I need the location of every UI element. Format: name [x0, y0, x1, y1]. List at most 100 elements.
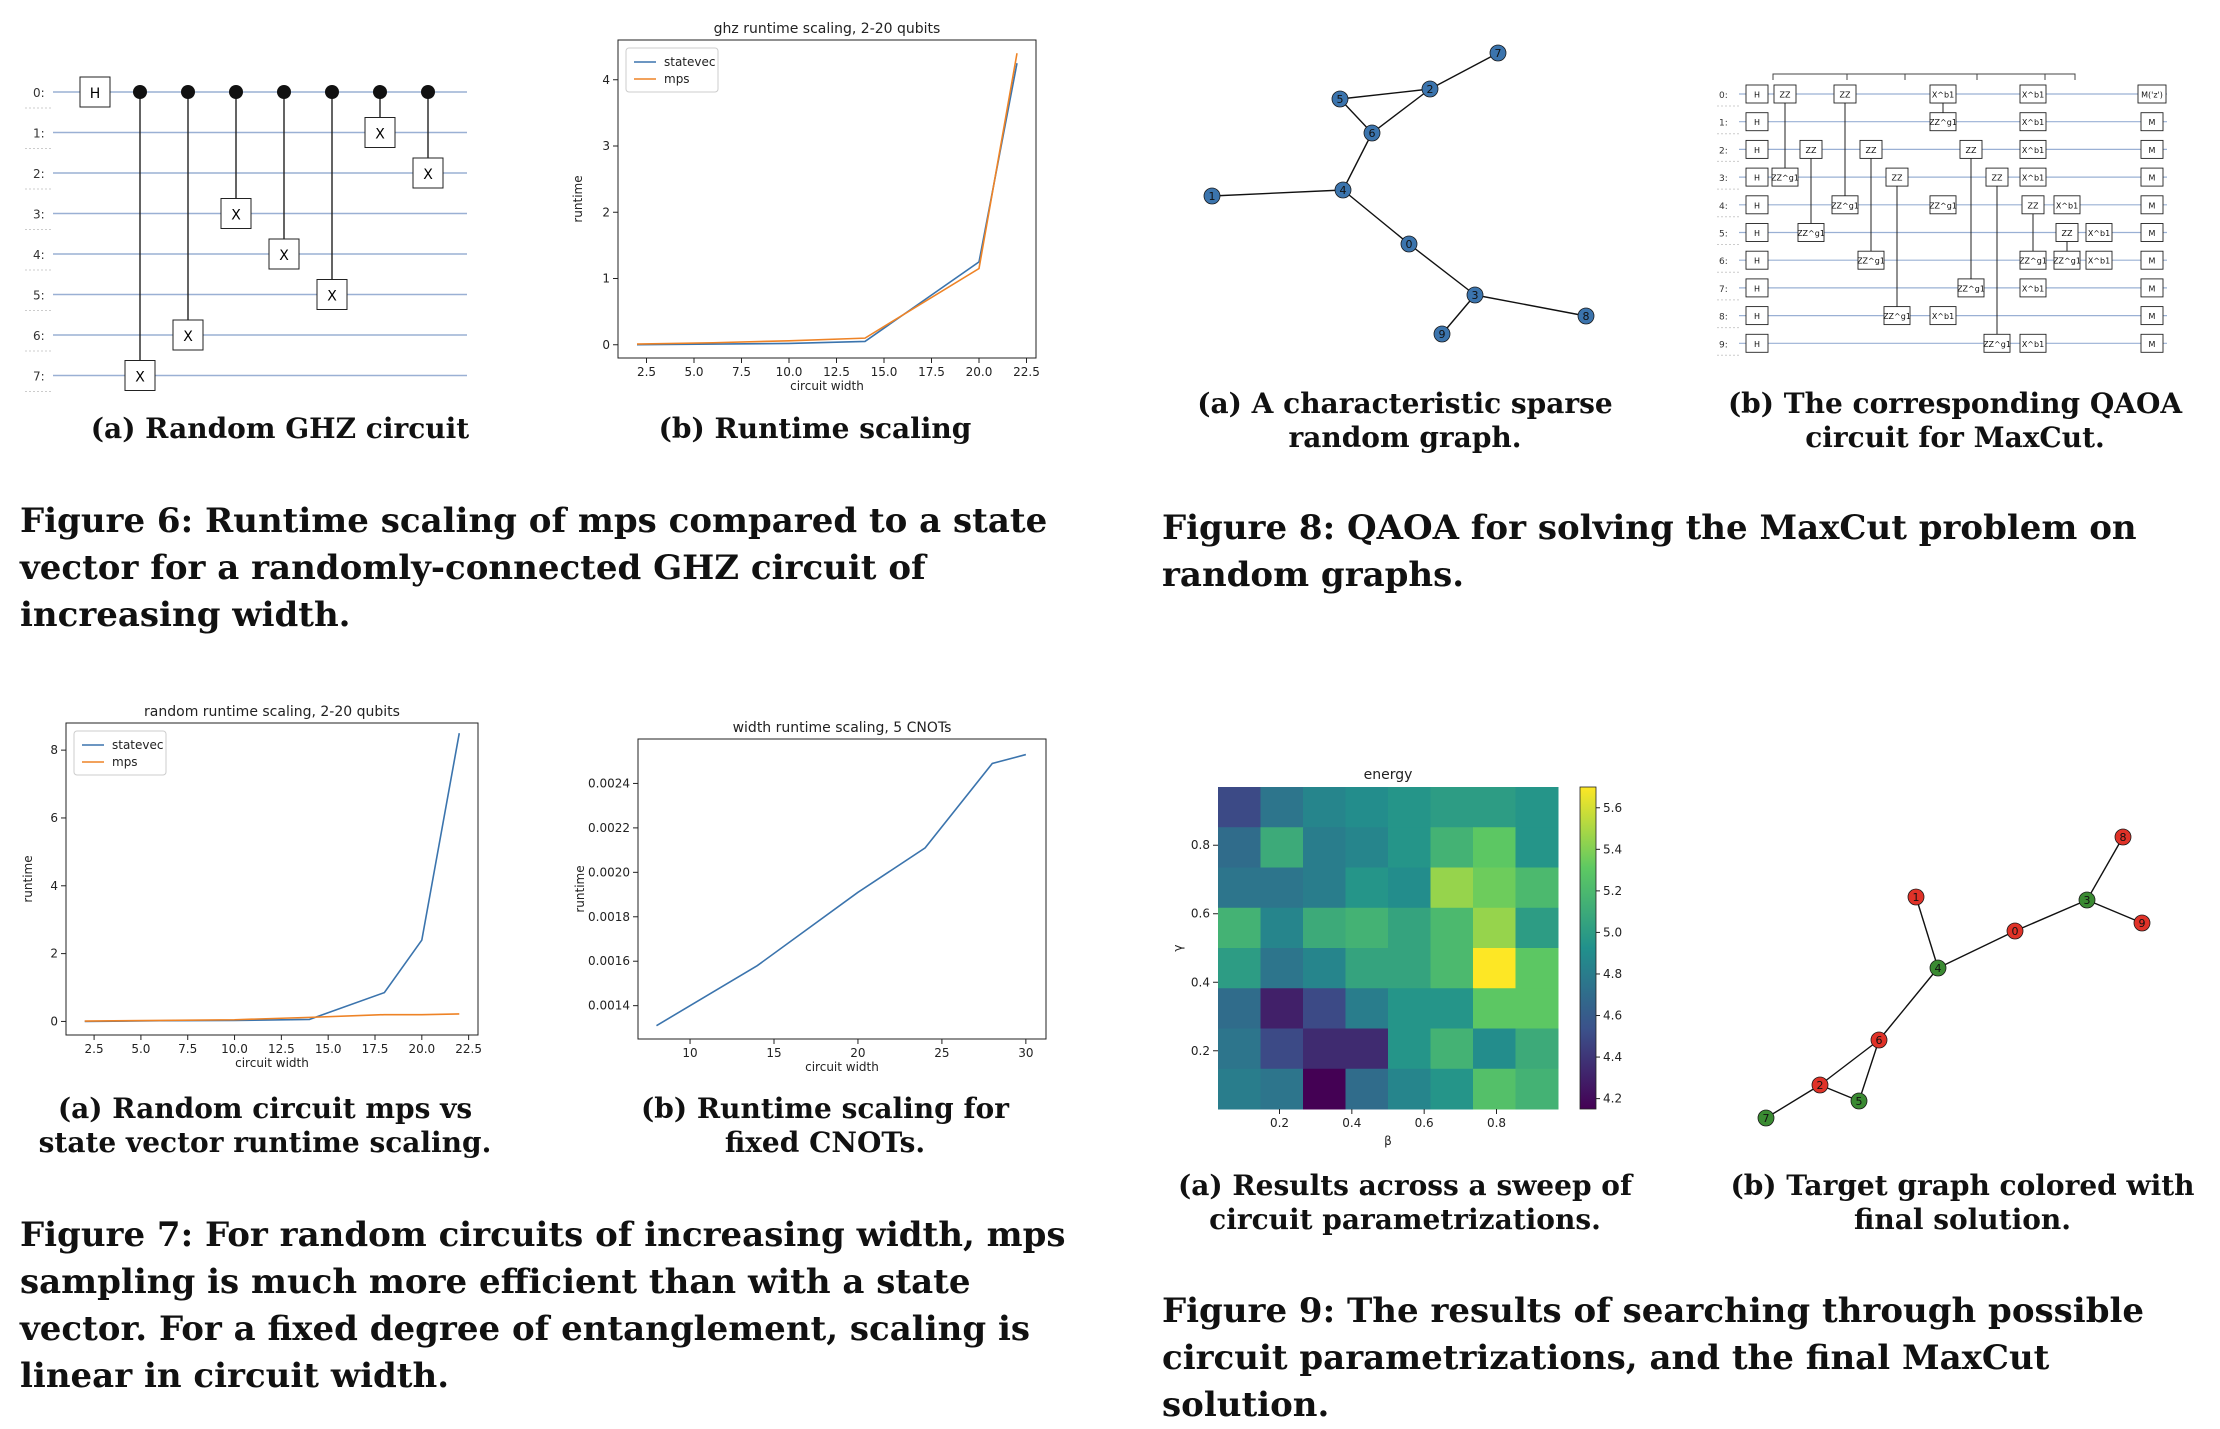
qaoa-gate-label: M — [2149, 174, 2156, 183]
x-tick-label: 15.0 — [315, 1042, 342, 1056]
heatmap-cell — [1345, 827, 1389, 868]
heatmap-cell — [1303, 988, 1346, 1029]
qaoa-gate-label: M('z') — [2141, 91, 2163, 100]
qaoa-gate-label: X^b1 — [2022, 174, 2044, 183]
heatmap-cell — [1345, 948, 1389, 989]
heatmap-cell — [1260, 867, 1304, 909]
graph-edge — [1339, 88, 1431, 100]
column-bracket — [2044, 73, 2076, 80]
qaoa-gate — [2055, 223, 2079, 242]
qaoa-gate — [1885, 167, 1909, 187]
node-circle — [1334, 181, 1352, 199]
qubit-label: 3: — [1719, 174, 1728, 184]
graph-node-2: 2 — [1421, 80, 1439, 98]
x-tick-label: 25 — [934, 1046, 949, 1060]
y-axis-label: γ — [1171, 944, 1185, 951]
qaoa-gate-label: M — [2149, 201, 2156, 210]
node-label: 9 — [2139, 917, 2146, 930]
heatmap-cell — [1218, 827, 1261, 868]
graph-edge — [1937, 930, 2016, 969]
x-gate — [220, 198, 252, 229]
fig7a-subcaption: (a) Random circuit mps vs state vector r… — [38, 1092, 492, 1159]
qaoa-gate-label: H — [1754, 284, 1760, 293]
qaoa-gate-label: ZZ — [1806, 146, 1817, 155]
y-tick-label: 0.2 — [1191, 1044, 1210, 1058]
legend-label: mps — [664, 72, 690, 86]
graph-edge — [1441, 294, 1476, 335]
fig8b-qaoa-circuit: 0: 1: 2: 3: 4: 5: 6: 7: 8: 9: H H H H H H H H H H ZZ ZZ^g1 ZZ Z… — [1717, 73, 2167, 356]
x-tick-label: 5.0 — [684, 365, 703, 379]
qaoa-gate — [2021, 195, 2045, 215]
qaoa-gate-label: X^b1 — [2088, 229, 2110, 238]
node-label: 8 — [1583, 310, 1590, 323]
qaoa-gate — [1957, 278, 1985, 298]
series-line-runtime — [656, 753, 1027, 1027]
x-tick-label: 20 — [850, 1046, 865, 1060]
graph-edge — [1915, 896, 1939, 969]
graph-node-9: 9 — [2133, 914, 2151, 932]
heatmap-cell — [1260, 1068, 1304, 1110]
node-circle — [1850, 1092, 1868, 1110]
heatmap-cell — [1430, 827, 1474, 868]
heatmap-cell — [1345, 1068, 1389, 1110]
chart-title: width runtime scaling, 5 CNOTs — [733, 720, 952, 736]
qaoa-gate-label: ZZ^g1 — [1957, 284, 1985, 293]
column-bracket — [1846, 73, 1906, 80]
qaoa-gate — [2140, 333, 2164, 353]
node-circle — [1331, 90, 1349, 108]
qaoa-gate — [1745, 333, 1769, 353]
qaoa-gate — [1745, 250, 1769, 270]
heatmap-cell — [1218, 1028, 1261, 1070]
qaoa-gate — [1883, 306, 1911, 326]
x-gate-label: X — [279, 248, 289, 264]
legend-label: statevec — [112, 738, 163, 752]
fig8-caption: Figure 8: QAOA for solving the MaxCut pr… — [1162, 508, 2137, 595]
node-label: 6 — [1369, 127, 1376, 140]
fig9b-graph: 0 1 2 3 4 5 6 7 8 9 — [1757, 828, 2151, 1127]
qaoa-gate-label: X^b1 — [2022, 284, 2044, 293]
qaoa-gate — [2019, 84, 2047, 104]
heatmap-cell — [1345, 867, 1389, 909]
qaoa-gate — [2019, 112, 2047, 132]
qubit-label: 9: — [1719, 340, 1728, 350]
legend-label: statevec — [664, 55, 715, 69]
y-tick-label: 0.0022 — [588, 821, 630, 835]
heatmap-cell — [1515, 948, 1559, 989]
x-gate — [124, 360, 156, 391]
y-axis-label: runtime — [571, 175, 585, 222]
qaoa-gate — [1799, 139, 1823, 159]
node-circle — [2078, 891, 2096, 909]
qubit-label: 5: — [33, 289, 45, 303]
node-label: 5 — [1337, 93, 1344, 106]
column-bracket — [1772, 73, 1848, 80]
qaoa-gate-label: ZZ^g1 — [1857, 257, 1885, 266]
graph-edge — [1211, 189, 1344, 197]
heatmap-cell — [1430, 867, 1474, 909]
graph-node-0: 0 — [2006, 922, 2024, 940]
qaoa-gate — [1745, 223, 1769, 242]
x-tick-label: 12.5 — [268, 1042, 295, 1056]
node-label: 5 — [1856, 1095, 1863, 1108]
qaoa-gate-label: X^b1 — [2022, 146, 2044, 155]
graph-node-5: 5 — [1850, 1092, 1868, 1110]
graph-edge — [2086, 899, 2143, 924]
y-tick-label: 0.0016 — [588, 954, 630, 968]
heatmap-cell — [1303, 907, 1346, 949]
qaoa-gate — [2019, 139, 2047, 159]
fig7b-chart: width runtime scaling, 5 CNOTs 10 15 20 25 30… — [573, 720, 1047, 1074]
heatmap-cell — [1218, 1068, 1261, 1110]
qaoa-gate — [2140, 167, 2164, 187]
x-tick-label: 0.2 — [1270, 1116, 1289, 1130]
qaoa-gate — [1985, 167, 2009, 187]
chart-title: ghz runtime scaling, 2-20 qubits — [714, 21, 941, 37]
heatmap-cell — [1430, 948, 1474, 989]
series-line-mps — [84, 1013, 460, 1022]
graph-edge — [1474, 294, 1587, 317]
control-dot — [229, 85, 243, 99]
qaoa-gate-label: ZZ — [2062, 229, 2073, 238]
qubit-label: 3: — [33, 208, 45, 222]
qaoa-gate — [1859, 139, 1883, 159]
heatmap-cell — [1303, 787, 1346, 828]
graph-edge — [1429, 52, 1499, 90]
heatmap-cell — [1260, 988, 1304, 1029]
